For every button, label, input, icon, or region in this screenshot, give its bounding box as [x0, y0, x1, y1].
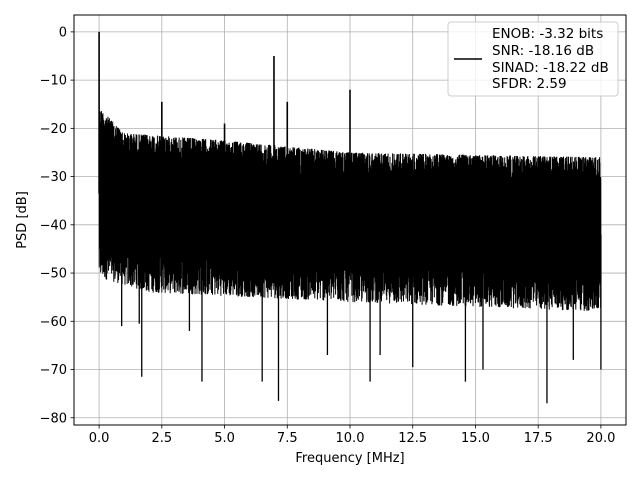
legend-line-2: SNR: -18.16 dB	[492, 43, 594, 59]
y-tick-label: −20	[40, 122, 67, 137]
x-tick-label: 5.0	[214, 431, 235, 446]
x-tick-label: 12.5	[398, 431, 427, 446]
y-tick-label: −70	[40, 363, 67, 378]
x-tick-label: 10.0	[336, 431, 365, 446]
legend-line-3: SINAD: -18.22 dB	[492, 60, 609, 76]
legend-line-1: ENOB: -3.32 bits	[492, 26, 603, 42]
legend: ENOB: -3.32 bits SNR: -18.16 dB SINAD: -…	[447, 21, 619, 97]
series-area	[98, 31, 602, 404]
y-tick-label: −40	[40, 218, 67, 233]
x-tick-label: 20.0	[586, 431, 615, 446]
x-tick-label: 17.5	[524, 431, 553, 446]
x-axis-label: Frequency [MHz]	[295, 451, 404, 466]
legend-box	[447, 21, 619, 97]
y-tick-label: −10	[40, 74, 67, 89]
x-tick-label: 15.0	[461, 431, 490, 446]
y-tick-label: −50	[40, 267, 67, 282]
y-tick-label: −80	[40, 411, 67, 426]
y-tick-label: 0	[59, 25, 67, 40]
y-tick-label: −60	[40, 315, 67, 330]
y-tick-label: −30	[40, 170, 67, 185]
x-tick-label: 2.5	[151, 431, 172, 446]
x-tick-label: 7.5	[277, 431, 298, 446]
x-tick-label: 0.0	[89, 431, 110, 446]
legend-line-4: SFDR: 2.59	[492, 76, 567, 92]
y-axis-label: PSD [dB]	[15, 191, 30, 249]
axis-ticks: 0.0 2.5 5.0 7.5 10.0 12.5 15.0 17.5 20.0 0 −10 −20 −…	[40, 25, 616, 446]
